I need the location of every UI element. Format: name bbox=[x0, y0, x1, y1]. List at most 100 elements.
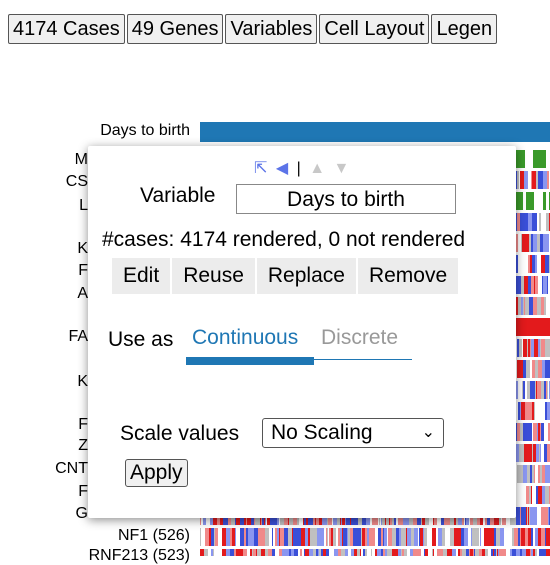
matrix-cell[interactable] bbox=[487, 528, 491, 546]
matrix-cell[interactable] bbox=[538, 360, 542, 378]
matrix-cell[interactable] bbox=[360, 549, 361, 556]
matrix-cell[interactable] bbox=[526, 234, 529, 252]
matrix-cell[interactable] bbox=[338, 528, 340, 546]
matrix-cell[interactable] bbox=[530, 255, 532, 273]
matrix-cell[interactable] bbox=[506, 549, 510, 556]
matrix-cell[interactable] bbox=[538, 423, 540, 441]
matrix-cell[interactable] bbox=[266, 549, 268, 556]
matrix-cell[interactable] bbox=[527, 507, 528, 525]
matrix-cell[interactable] bbox=[525, 528, 528, 546]
matrix-cell[interactable] bbox=[525, 255, 528, 273]
matrix-cell[interactable] bbox=[424, 528, 427, 546]
matrix-cell[interactable] bbox=[518, 528, 520, 546]
matrix-cell[interactable] bbox=[519, 171, 520, 189]
matrix-cell[interactable] bbox=[532, 360, 535, 378]
matrix-cell[interactable] bbox=[256, 549, 257, 556]
matrix-cell[interactable] bbox=[542, 150, 546, 168]
move-to-top-icon[interactable]: ⇱ bbox=[254, 160, 268, 177]
matrix-cell[interactable] bbox=[543, 171, 544, 189]
matrix-cell[interactable] bbox=[499, 549, 502, 556]
matrix-cell[interactable] bbox=[200, 528, 201, 546]
matrix-cell[interactable] bbox=[541, 381, 544, 399]
matrix-cell[interactable] bbox=[533, 423, 537, 441]
matrix-cell[interactable] bbox=[275, 549, 279, 556]
matrix-cell[interactable] bbox=[305, 549, 309, 556]
matrix-cell[interactable] bbox=[443, 549, 447, 556]
matrix-cell[interactable] bbox=[533, 507, 537, 525]
matrix-cell[interactable] bbox=[440, 549, 443, 556]
matrix-cell[interactable] bbox=[546, 234, 549, 252]
matrix-cell[interactable] bbox=[502, 549, 506, 556]
matrix-cell[interactable] bbox=[464, 528, 468, 546]
tab-variables[interactable]: Variables bbox=[225, 14, 318, 44]
matrix-cell[interactable] bbox=[520, 360, 523, 378]
matrix-cell[interactable] bbox=[367, 549, 371, 556]
apply-button[interactable]: Apply bbox=[125, 459, 188, 487]
matrix-cell[interactable] bbox=[516, 213, 517, 231]
matrix-cell[interactable] bbox=[361, 528, 362, 546]
matrix-cell[interactable] bbox=[475, 528, 476, 546]
matrix-cell[interactable] bbox=[516, 192, 519, 210]
matrix-cell[interactable] bbox=[392, 549, 396, 556]
matrix-cell[interactable] bbox=[522, 318, 525, 336]
matrix-cell[interactable] bbox=[538, 192, 539, 210]
matrix-cell[interactable] bbox=[383, 528, 384, 546]
matrix-cell[interactable] bbox=[214, 549, 218, 556]
matrix-cell[interactable] bbox=[204, 549, 208, 556]
matrix-cell[interactable] bbox=[524, 276, 528, 294]
matrix-cell[interactable] bbox=[539, 465, 540, 483]
matrix-cell[interactable] bbox=[320, 528, 324, 546]
tab-continuous[interactable]: Continuous bbox=[192, 326, 299, 349]
matrix-cell[interactable] bbox=[329, 528, 331, 546]
matrix-cell[interactable] bbox=[543, 276, 547, 294]
matrix-cell[interactable] bbox=[516, 486, 518, 504]
matrix-cell[interactable] bbox=[530, 465, 532, 483]
matrix-cell[interactable] bbox=[331, 528, 333, 546]
matrix-cell[interactable] bbox=[424, 549, 425, 556]
matrix-cell[interactable] bbox=[536, 318, 539, 336]
matrix-cell[interactable] bbox=[520, 507, 521, 525]
matrix-cell[interactable] bbox=[528, 276, 531, 294]
matrix-cell[interactable] bbox=[523, 465, 527, 483]
matrix-cell[interactable] bbox=[539, 444, 540, 462]
matrix-cell[interactable] bbox=[537, 234, 538, 252]
variable-name-input[interactable]: Days to birth bbox=[236, 184, 456, 214]
matrix-cell[interactable] bbox=[518, 381, 522, 399]
matrix-cell[interactable] bbox=[521, 402, 525, 420]
matrix-cell[interactable] bbox=[533, 150, 536, 168]
matrix-cell[interactable] bbox=[520, 423, 523, 441]
matrix-cell[interactable] bbox=[534, 339, 538, 357]
matrix-cell[interactable] bbox=[529, 507, 530, 525]
matrix-cell[interactable] bbox=[542, 549, 546, 556]
matrix-cell[interactable] bbox=[531, 486, 532, 504]
matrix-cell[interactable] bbox=[363, 549, 365, 556]
matrix-cell[interactable] bbox=[537, 213, 539, 231]
matrix-cell[interactable] bbox=[498, 549, 499, 556]
matrix-cell[interactable] bbox=[299, 528, 301, 546]
matrix-cell[interactable] bbox=[379, 528, 381, 546]
matrix-cell[interactable] bbox=[527, 465, 530, 483]
tab-cell-layout[interactable]: Cell Layout bbox=[319, 14, 430, 44]
matrix-cell[interactable] bbox=[390, 549, 392, 556]
matrix-cell[interactable] bbox=[547, 381, 548, 399]
matrix-cell[interactable] bbox=[316, 549, 318, 556]
clipped-gene-label[interactable]: F bbox=[78, 262, 88, 279]
matrix-cell[interactable] bbox=[519, 444, 521, 462]
matrix-cell[interactable] bbox=[518, 234, 521, 252]
matrix-cell[interactable] bbox=[530, 549, 531, 556]
matrix-cell[interactable] bbox=[295, 528, 299, 546]
matrix-cell[interactable] bbox=[529, 402, 532, 420]
matrix-cell[interactable] bbox=[447, 549, 450, 556]
matrix-cell[interactable] bbox=[539, 213, 541, 231]
matrix-cell[interactable] bbox=[544, 507, 548, 525]
matrix-cell[interactable] bbox=[532, 444, 533, 462]
matrix-cell[interactable] bbox=[298, 549, 300, 556]
tab-genes[interactable]: 49 Genes bbox=[126, 14, 224, 44]
matrix-cell[interactable] bbox=[406, 528, 407, 546]
matrix-cell[interactable] bbox=[534, 192, 538, 210]
matrix-cell[interactable] bbox=[213, 549, 214, 556]
matrix-cell[interactable] bbox=[211, 528, 214, 546]
matrix-cell[interactable] bbox=[541, 339, 545, 357]
matrix-cell[interactable] bbox=[517, 360, 520, 378]
matrix-cell[interactable] bbox=[348, 549, 351, 556]
